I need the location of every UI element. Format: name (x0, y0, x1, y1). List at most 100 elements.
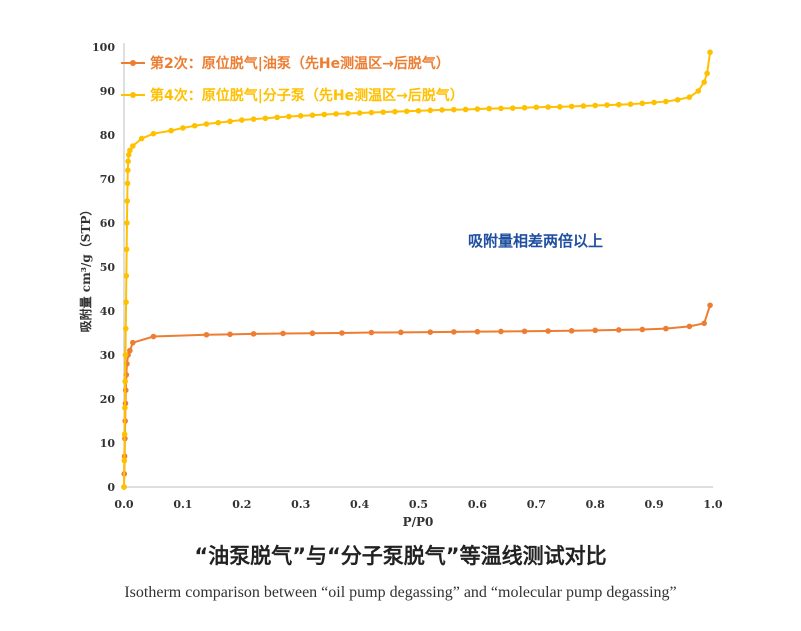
data-point (592, 327, 598, 334)
data-point (345, 110, 351, 117)
y-tick-label: 70 (100, 173, 116, 186)
data-point (250, 331, 257, 337)
data-point (125, 158, 131, 165)
data-point (124, 180, 131, 187)
legend-label: 第2次：原位脱气|油泵（先He测温区→后脱气） (150, 55, 450, 72)
data-point (380, 109, 386, 115)
data-point (122, 325, 129, 332)
data-point (333, 111, 339, 117)
data-point (427, 107, 434, 114)
x-tick-label: 0.4 (350, 498, 369, 511)
x-tick-label: 0.0 (114, 498, 133, 511)
y-tick-label: 90 (100, 85, 116, 98)
legend-marker (130, 60, 136, 66)
data-point (557, 104, 563, 110)
data-point (545, 104, 551, 110)
data-point (427, 329, 434, 335)
data-point (286, 113, 292, 120)
data-point (462, 106, 469, 113)
data-point (474, 106, 481, 112)
caption-chinese: “油泵脱气”与“分子泵脱气”等温线测试对比 (194, 544, 607, 568)
data-point (568, 103, 575, 110)
data-point (398, 329, 404, 336)
x-axis-title: P/P0 (403, 515, 434, 529)
data-point (704, 70, 710, 77)
data-point (122, 352, 129, 358)
data-point (138, 135, 145, 142)
x-tick-label: 0.6 (468, 498, 487, 511)
data-point (309, 330, 316, 337)
data-point (521, 104, 528, 111)
data-point (121, 484, 127, 490)
data-point (439, 107, 445, 113)
data-point (580, 103, 587, 109)
data-point (130, 143, 136, 149)
data-point (368, 329, 375, 336)
chart-annotation: 吸附量相差两倍以上 (468, 232, 603, 250)
data-point (309, 112, 316, 118)
data-point (686, 323, 693, 330)
data-point (451, 106, 457, 113)
data-point (127, 347, 133, 354)
data-point (615, 101, 622, 108)
x-tick-label: 0.3 (291, 498, 310, 511)
y-tick-label: 10 (100, 437, 116, 450)
data-point (227, 331, 233, 338)
data-point (121, 457, 128, 464)
series-line (123, 304, 712, 488)
data-point (203, 121, 210, 127)
data-point (203, 331, 210, 338)
y-tick-label: 20 (100, 393, 116, 406)
x-tick-label: 0.2 (232, 498, 251, 511)
data-point (615, 327, 622, 333)
data-point (321, 111, 328, 118)
data-point (356, 110, 363, 116)
data-point (121, 431, 128, 438)
data-point (339, 330, 345, 336)
data-point (124, 220, 130, 226)
data-point (125, 167, 131, 173)
legend-label: 第4次：原位脱气|分子泵（先He测温区→后脱气） (150, 87, 464, 104)
series-layer (121, 49, 713, 490)
data-point (663, 98, 669, 105)
legend-item: 第2次：原位脱气|油泵（先He测温区→后脱气） (121, 55, 450, 72)
data-point (627, 101, 634, 107)
data-point (123, 246, 130, 253)
data-point (150, 130, 157, 137)
data-point (168, 127, 174, 134)
x-tick-label: 0.9 (645, 498, 664, 511)
data-point (227, 118, 233, 125)
data-point (509, 105, 516, 111)
data-point (215, 119, 222, 126)
data-point (498, 105, 504, 112)
data-point (533, 104, 540, 111)
isotherm-chart: 0.0 0.1 0.2 0.3 0.4 0.5 0.6 0.7 0.8 0.9 1.0 0 10 20 30… (78, 41, 723, 529)
data-point (250, 116, 257, 122)
data-point (239, 117, 245, 123)
x-tick-label: 0.1 (173, 498, 192, 511)
data-point (123, 273, 130, 279)
legend-item: 第4次：原位脱气|分子泵（先He测温区→后脱气） (121, 87, 464, 104)
data-point (191, 122, 198, 129)
data-point (122, 405, 128, 411)
data-point (486, 105, 492, 112)
data-point (707, 302, 713, 309)
y-tick-label: 80 (100, 129, 116, 142)
data-point (403, 108, 410, 115)
data-point (592, 102, 598, 109)
data-point (274, 114, 280, 121)
y-tick-label: 100 (92, 41, 115, 54)
x-tick-label: 0.8 (586, 498, 605, 511)
data-point (474, 328, 481, 335)
data-point (521, 328, 528, 335)
data-point (150, 333, 157, 340)
tick-labels: 0.0 0.1 0.2 0.3 0.4 0.5 0.6 0.7 0.8 0.9 1.0 0 10 20 30… (92, 41, 723, 511)
data-point (707, 49, 713, 56)
series-line (123, 52, 712, 488)
data-point (262, 115, 269, 122)
legend-marker (130, 92, 136, 98)
y-tick-label: 30 (100, 349, 116, 362)
caption-english: Isotherm comparison between “oil pump de… (124, 584, 677, 601)
y-tick-label: 50 (100, 261, 116, 274)
data-point (663, 325, 669, 332)
